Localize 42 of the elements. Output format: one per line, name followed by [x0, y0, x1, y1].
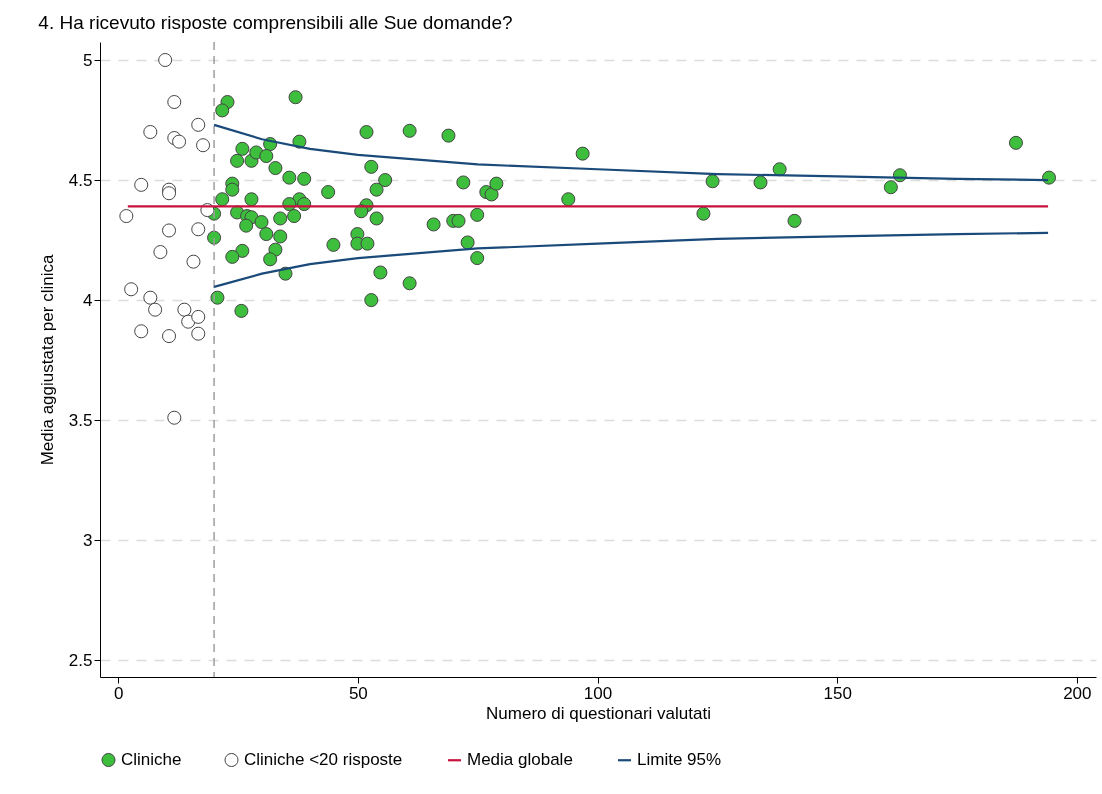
- point: [158, 53, 173, 68]
- legend-label: Cliniche: [121, 749, 182, 769]
- x-tick-label: 200: [1063, 683, 1092, 703]
- x-tick-label: 0: [113, 683, 124, 703]
- point: [167, 410, 182, 425]
- legend-label: Cliniche <20 risposte: [244, 749, 403, 769]
- point: [153, 245, 168, 260]
- point: [162, 186, 177, 201]
- point: [119, 209, 134, 224]
- y-tick-label: 2.5: [68, 650, 93, 670]
- x-tick-label: 50: [348, 683, 368, 703]
- point: [196, 138, 211, 153]
- line-series: [212, 231, 1050, 288]
- chart-title: 4. Ha ricevuto risposte comprensibili alle Sue domande?: [38, 12, 513, 34]
- point: [143, 125, 158, 140]
- y-tick-label: 3: [83, 530, 93, 550]
- y-tick-label: 4.5: [68, 170, 93, 190]
- y-tick-label: 5: [83, 50, 93, 70]
- x-tick-label: 150: [823, 683, 852, 703]
- y-tick-label: 3.5: [68, 410, 93, 430]
- point: [134, 324, 149, 339]
- point: [162, 329, 177, 344]
- y-tick-label: 4: [83, 290, 93, 310]
- point: [172, 134, 187, 149]
- point: [177, 302, 192, 317]
- legend-label: Media globale: [467, 750, 573, 770]
- point: [186, 254, 201, 269]
- legend-label: Limite 95%: [637, 750, 722, 770]
- point: [191, 326, 206, 341]
- point: [181, 314, 196, 329]
- x-tick-label: 100: [583, 683, 613, 703]
- point: [191, 117, 206, 132]
- point: [124, 282, 139, 297]
- point: [167, 95, 182, 110]
- point: [143, 290, 158, 305]
- point: [162, 223, 177, 238]
- point: [134, 177, 149, 192]
- point: [191, 309, 206, 324]
- x-axis-title: Numero di questionari valutati: [486, 703, 711, 723]
- point: [191, 222, 206, 237]
- y-axis-title: Media aggiustata per clinica: [37, 254, 57, 466]
- point: [148, 302, 163, 317]
